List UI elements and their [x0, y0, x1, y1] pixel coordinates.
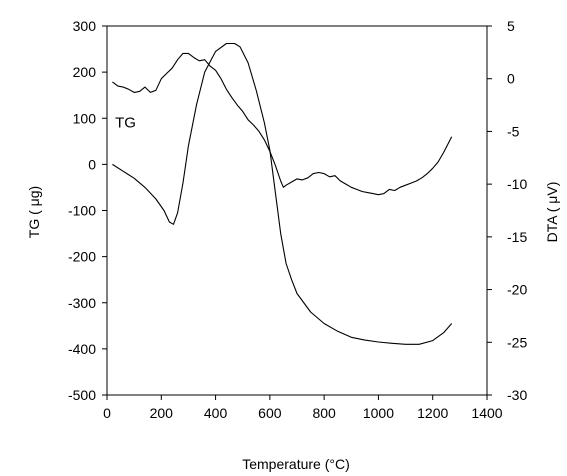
x-tick-label: 1400 — [471, 405, 502, 421]
series-labels: TGDTA — [115, 114, 136, 131]
right-y-tick-label: -10 — [507, 176, 527, 192]
series-line-tg — [112, 42, 453, 345]
series-layer — [112, 42, 453, 345]
right-y-tick-label: -15 — [507, 229, 527, 245]
series-line-dta — [112, 52, 453, 196]
left-y-tick-label: -400 — [68, 341, 96, 357]
left-y-tick-label: 0 — [88, 156, 96, 172]
left-y-tick-label: -300 — [68, 295, 96, 311]
x-tick-label: 1000 — [363, 405, 394, 421]
x-tick-label: 400 — [204, 405, 228, 421]
right-y-tick-label: -30 — [507, 387, 527, 403]
x-tick-label: 800 — [312, 405, 336, 421]
right-y-tick-label: -25 — [507, 334, 527, 350]
x-axis-title: Temperature (°C) — [242, 456, 350, 472]
left-y-tick-label: 300 — [73, 18, 97, 34]
x-tick-label: 1200 — [417, 405, 448, 421]
x-tick-label: 600 — [258, 405, 282, 421]
left-y-tick-label: 100 — [73, 110, 97, 126]
right-y-axis-title: DTA ( μV) — [544, 182, 560, 243]
right-y-tick-label: -20 — [507, 282, 527, 298]
left-y-tick-label: 200 — [73, 64, 97, 80]
right-y-tick-label: -5 — [507, 123, 520, 139]
left-y-tick-label: -100 — [68, 203, 96, 219]
x-tick-label: 200 — [150, 405, 174, 421]
left-y-tick-label: -200 — [68, 249, 96, 265]
series-label-tg: TG — [115, 114, 136, 131]
x-tick-label: 0 — [103, 405, 111, 421]
x-axis-ticks: 0 200 400 600 800 1000 1200 1400 — [103, 395, 503, 421]
left-y-tick-label: -500 — [68, 387, 96, 403]
left-y-axis-title: TG ( μg) — [26, 186, 42, 238]
right-y-tick-label: 0 — [507, 71, 515, 87]
right-y-tick-label: 5 — [507, 18, 515, 34]
left-y-axis-ticks: 300 200 100 0 -100 -200 -300 -400 -500 — [68, 18, 107, 403]
right-y-axis-ticks: 5 0 -5 -10 -15 -20 -25 -30 — [487, 18, 527, 403]
